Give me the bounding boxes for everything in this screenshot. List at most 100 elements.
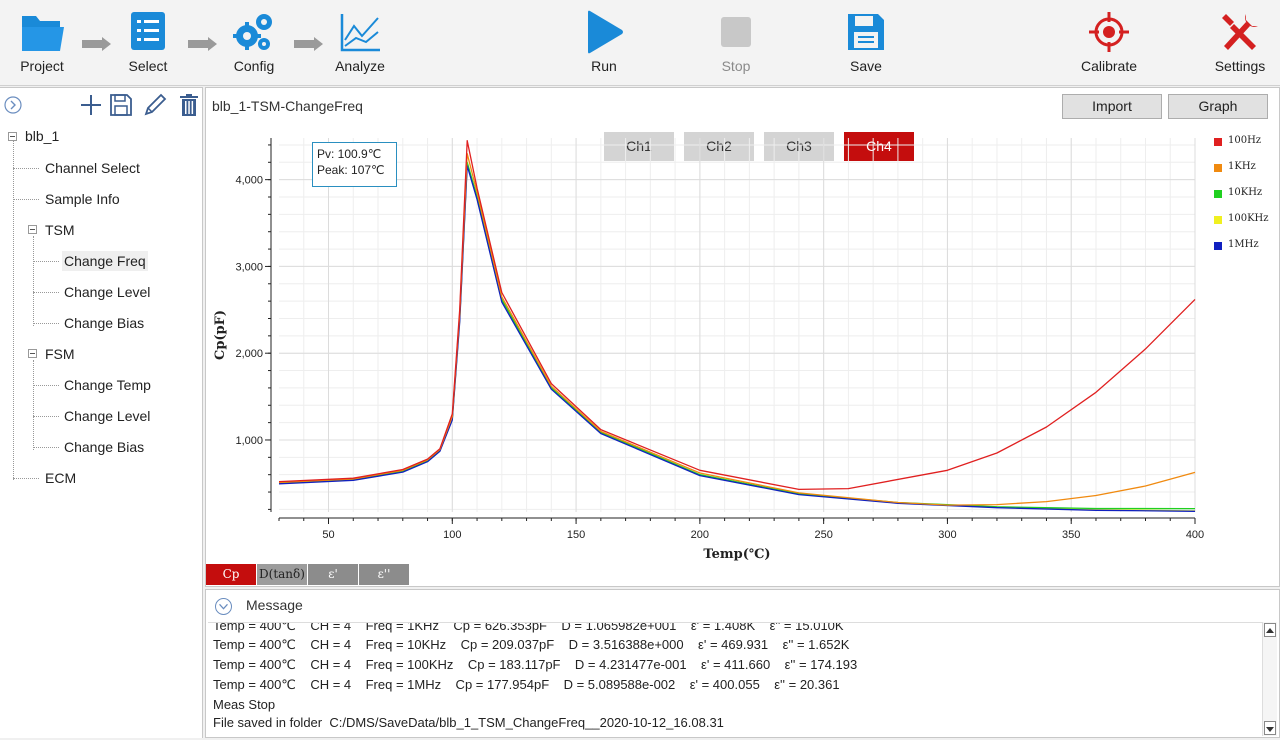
tree-item-channel-select[interactable]: Channel Select [45,160,140,176]
cp-temperature-chart[interactable]: 1,000 2,000 3,000 4,000 50 100 150 200 250 300 350… [206,128,1206,564]
tree-connector [33,292,59,293]
tree-connector [33,360,34,450]
legend-swatch [1214,190,1222,198]
tree-connector [13,478,39,479]
collapse-panel-icon[interactable] [3,95,23,115]
chevron-down-icon[interactable] [215,598,232,615]
tab-epsilon-real[interactable]: ε' [308,564,358,585]
line-chart-icon [340,14,380,52]
series-line-100khz [278,163,1196,512]
log-line: Meas Stop [213,697,276,712]
tree-connector [33,447,59,448]
tab-dissipation[interactable]: D(tanδ) [257,564,307,585]
project-tree-panel: blb_1 Channel Select Sample Info TSM Cha… [0,87,203,738]
tree-item-tsm-change-bias[interactable]: Change Bias [64,315,145,331]
y-tick-label: 2,000 [235,348,263,360]
message-scrollbar[interactable] [1262,622,1277,736]
y-axis-label: Cp(pF) [213,310,228,360]
x-axis-label: Temp(℃) [703,547,770,562]
flow-arrow-icon [82,37,111,51]
tree-item-fsm-change-temp[interactable]: Change Temp [64,377,151,393]
tree-item-fsm-change-bias[interactable]: Change Bias [64,439,145,455]
save-button[interactable]: Save [826,8,906,82]
graph-button[interactable]: Graph [1168,94,1268,119]
y-tick-label: 3,000 [235,261,263,273]
tree-connector [13,168,39,169]
legend-label: 10KHz [1228,187,1263,198]
flow-arrow-icon [188,37,217,51]
legend-label: 100Hz [1228,135,1262,146]
stop-button[interactable]: Stop [696,8,776,82]
config-button[interactable]: Config [214,8,294,82]
run-label: Run [591,58,617,74]
series-line-100hz [278,139,1196,491]
select-button[interactable]: Select [108,8,188,82]
legend-label: 1MHz [1228,239,1259,250]
tooltip-peak: Peak: 107℃ [317,163,385,177]
tree-connector [13,199,39,200]
scroll-down-icon[interactable] [1264,721,1276,735]
legend-swatch [1214,138,1222,146]
channel-2-button[interactable]: Ch2 [684,132,754,161]
calibrate-button[interactable]: Calibrate [1069,8,1149,82]
tree-item-blb-1[interactable]: blb_1 [25,128,60,144]
legend-swatch [1214,164,1222,172]
save-label: Save [850,58,882,74]
run-button[interactable]: Run [564,8,644,82]
tree-connector [33,385,59,386]
message-log: Temp = 400℃ CH = 4 Freq = 1KHz Cp = 626.… [208,622,1263,736]
legend-label: 1KHz [1228,161,1256,172]
tooltip-pv: Pv: 100.9℃ [317,147,382,161]
stop-icon [721,17,751,47]
edit-icon[interactable] [142,92,168,118]
settings-button[interactable]: Settings [1200,8,1280,82]
tree-collapse-toggle[interactable] [8,132,17,141]
tab-epsilon-imag[interactable]: ε'' [359,564,409,585]
log-line: Temp = 400℃ CH = 4 Freq = 100KHz Cp = 18… [213,657,858,672]
channel-4-button[interactable]: Ch4 [844,132,914,161]
add-icon[interactable] [78,92,104,118]
x-tick-label: 400 [1186,529,1204,541]
crosshair-icon [1089,12,1129,52]
legend-label: 100KHz [1228,213,1269,224]
tab-cp[interactable]: Cp [206,564,256,585]
floppy-disk-icon [848,14,884,50]
log-line: File saved in folder C:/DMS/SaveData/blb… [213,715,724,730]
x-tick-label: 300 [938,529,956,541]
message-title: Message [246,597,303,613]
play-icon [588,10,623,54]
x-tick-label: 200 [691,529,709,541]
list-icon [131,12,165,50]
tree-connector [33,416,59,417]
analyze-button[interactable]: Analyze [320,8,400,82]
document-title: blb_1-TSM-ChangeFreq [212,98,363,114]
tree-item-tsm-change-level[interactable]: Change Level [64,284,151,300]
analyze-label: Analyze [335,58,385,74]
import-button[interactable]: Import [1062,94,1162,119]
tree-collapse-toggle[interactable] [28,225,37,234]
gears-icon [233,14,272,50]
tree-item-tsm-change-freq[interactable]: Change Freq [62,251,148,271]
y-tick-label: 4,000 [235,175,263,187]
tree-connector [33,261,59,262]
y-tick-label: 1,000 [235,435,263,447]
stop-label: Stop [721,58,751,74]
save-small-icon[interactable] [108,92,134,118]
project-button[interactable]: Project [2,8,82,82]
x-tick-label: 350 [1062,529,1080,541]
channel-1-button[interactable]: Ch1 [604,132,674,161]
tree-item-ecm[interactable]: ECM [45,470,77,486]
peak-tooltip: Pv: 100.9℃ Peak: 107℃ [312,142,397,187]
tools-icon [1222,14,1258,50]
graph-panel: blb_1-TSM-ChangeFreq Import Graph Ch1 Ch… [205,87,1280,587]
tree-item-sample-info[interactable]: Sample Info [45,191,120,207]
delete-icon[interactable] [176,92,202,118]
tree-item-fsm-change-level[interactable]: Change Level [64,408,151,424]
scroll-up-icon[interactable] [1264,623,1276,637]
tree-item-tsm[interactable]: TSM [45,222,75,238]
main-toolbar: Project Select Config Analyze [0,0,1280,86]
tree-collapse-toggle[interactable] [28,349,37,358]
tree-item-fsm[interactable]: FSM [45,346,75,362]
log-line: Temp = 400℃ CH = 4 Freq = 10KHz Cp = 209… [213,637,850,652]
settings-label: Settings [1214,58,1266,74]
